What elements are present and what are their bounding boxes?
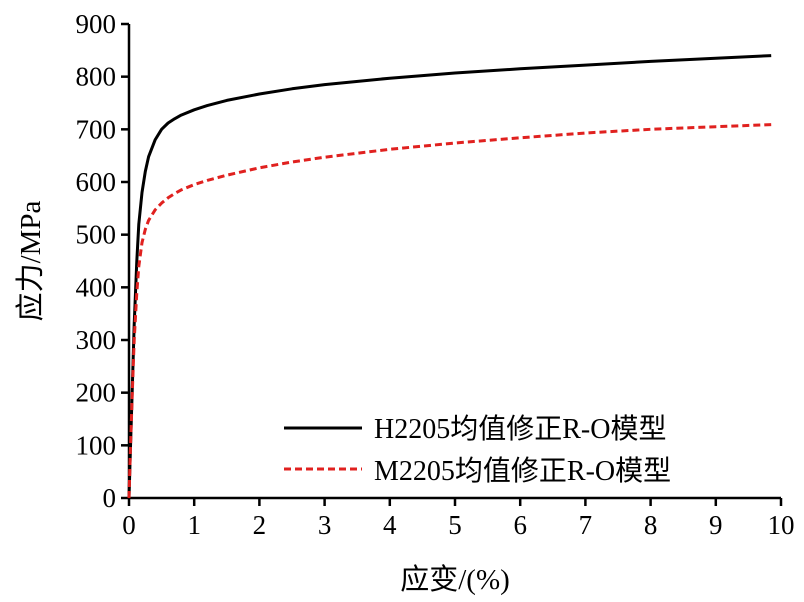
x-tick-label: 7	[579, 510, 593, 540]
x-tick-label: 5	[448, 510, 462, 540]
legend-label-m2205: M2205均值修正R-O模型	[374, 455, 671, 487]
series-layer	[127, 54, 772, 499]
x-tick-label: 10	[768, 510, 795, 540]
legend-label-h2205: H2205均值修正R-O模型	[374, 413, 666, 445]
series-line-m2205	[127, 123, 772, 499]
y-axis-ticks: 0 100 200 300 400 500 600 700 800 900	[76, 9, 129, 513]
x-tick-label: 3	[318, 510, 332, 540]
y-tick-label: 0	[103, 483, 117, 513]
x-tick-label: 1	[187, 510, 201, 540]
x-tick-label: 9	[709, 510, 723, 540]
legend: H2205均值修正R-O模型 M2205均值修正R-O模型	[284, 413, 671, 487]
x-tick-label: 0	[122, 510, 136, 540]
x-tick-label: 6	[513, 510, 527, 540]
series-line-h2205	[127, 54, 772, 499]
y-tick-label: 700	[76, 114, 117, 144]
y-tick-label: 800	[76, 62, 117, 92]
x-tick-label: 2	[253, 510, 267, 540]
y-tick-label: 100	[76, 430, 117, 460]
x-tick-label: 8	[644, 510, 658, 540]
x-axis-ticks: 0 1 2 3 4 5 6 7 8 9 10	[122, 498, 795, 540]
y-tick-label: 200	[76, 378, 117, 408]
y-axis-title: 应力/MPa	[14, 200, 47, 321]
y-tick-label: 400	[76, 272, 117, 302]
y-tick-label: 300	[76, 325, 117, 355]
x-axis-title: 应变/(%)	[400, 563, 510, 596]
y-tick-label: 600	[76, 167, 117, 197]
y-tick-label: 900	[76, 9, 117, 39]
y-tick-label: 500	[76, 220, 117, 250]
x-tick-label: 4	[383, 510, 397, 540]
plot-area: 0 1 2 3 4 5 6 7 8 9 10 0 100 200 300 400 500 600 700 800 90…	[76, 9, 795, 540]
